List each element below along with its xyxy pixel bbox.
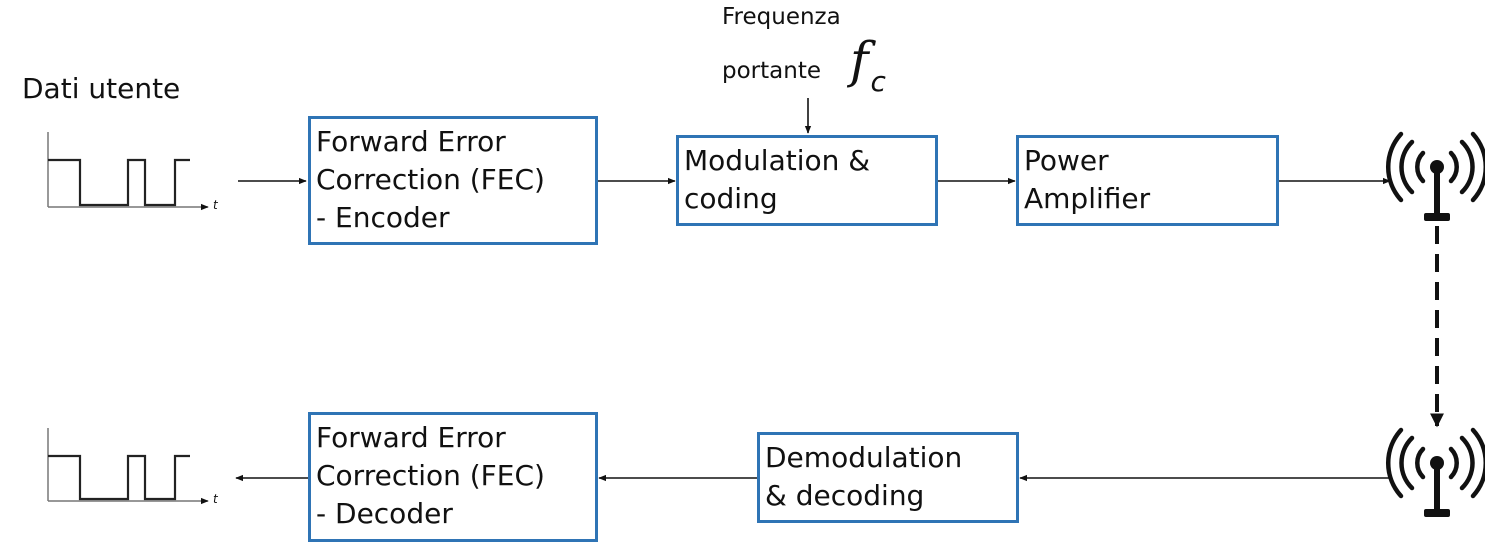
demodulation-line-2: & decoding [765,479,925,512]
fec-encoder-line-1: Forward Error [316,125,506,158]
carrier-frequency-label-line2: portante [722,58,821,84]
tx-antenna-icon [1386,131,1485,221]
fec-encoder-line-2: Correction (FEC) [316,163,545,196]
carrier-frequency-symbol: fc [850,30,886,98]
power-amp-line-2: Amplifier [1024,182,1151,215]
fec-decoder-line-3: - Decoder [316,497,453,530]
carrier-symbol-f: f [850,31,869,89]
output-square-wave-icon [47,428,209,505]
input-square-wave-icon [47,132,209,211]
fec-encoder-block: Forward Error Correction (FEC) - Encoder [308,116,598,245]
demodulation-line-1: Demodulation [765,441,963,474]
fec-decoder-line-2: Correction (FEC) [316,459,545,492]
power-amplifier-block: Power Amplifier [1016,135,1279,226]
power-amp-line-1: Power [1024,144,1109,177]
input-data-label: Dati utente [22,72,181,105]
demodulation-decoding-block: Demodulation & decoding [757,432,1019,523]
carrier-symbol-subscript: c [870,65,886,98]
output-axis-t-label: t [213,492,218,506]
carrier-frequency-label-line1: Frequenza [722,4,841,30]
modulation-line-2: coding [684,182,778,215]
input-axis-t-label: t [213,198,218,212]
modulation-coding-block: Modulation & coding [676,135,938,226]
rx-antenna-icon [1386,427,1485,517]
fec-decoder-block: Forward Error Correction (FEC) - Decoder [308,412,598,542]
modulation-line-1: Modulation & [684,144,871,177]
fec-decoder-line-1: Forward Error [316,421,506,454]
fec-encoder-line-3: - Encoder [316,201,450,234]
